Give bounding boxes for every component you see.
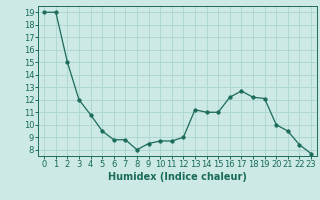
X-axis label: Humidex (Indice chaleur): Humidex (Indice chaleur) <box>108 172 247 182</box>
